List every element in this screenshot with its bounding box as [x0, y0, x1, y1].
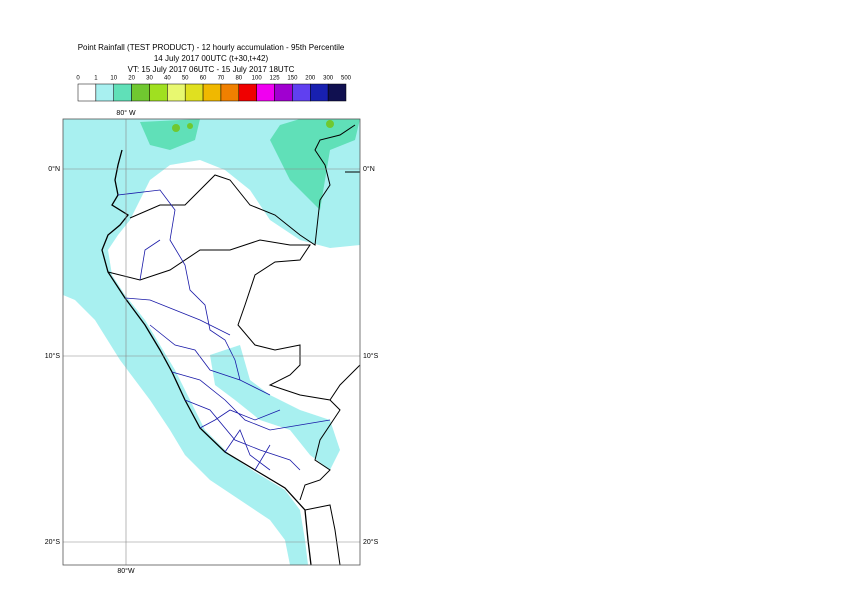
legend-swatch: [167, 83, 186, 102]
rain-area: [140, 119, 200, 150]
title-block: Point Rainfall (TEST PRODUCT) - 12 hourl…: [78, 43, 345, 74]
rain-area: [63, 119, 360, 565]
legend-swatch: [220, 83, 240, 102]
legend-label: 50: [182, 76, 189, 82]
title-line: 14 July 2017 00UTC (t+30,t+42): [154, 54, 269, 63]
lat-label: 10°S: [45, 352, 61, 360]
rain-area: [210, 345, 340, 470]
legend-swatch: [95, 83, 114, 102]
title-line: Point Rainfall (TEST PRODUCT) - 12 hourl…: [78, 43, 345, 52]
legend-label: 60: [200, 76, 207, 82]
map: [62, 118, 361, 566]
legend-label: 100: [252, 76, 263, 82]
legend: 0 1 10 20 30 40 50 60 70 80 100 125 150 200 300 500: [76, 76, 352, 102]
legend-swatch: [184, 83, 204, 102]
lat-labels: 0°N 0°N 10°S 10°S 20°S 20°S: [45, 165, 379, 546]
lon-label: 80°W: [117, 567, 135, 575]
legend-swatch: [292, 83, 311, 102]
legend-swatch: [274, 83, 293, 102]
legend-swatch: [327, 83, 347, 102]
coastline: [101, 149, 312, 566]
legend-label: 150: [287, 76, 298, 82]
legend-label: 40: [164, 76, 171, 82]
legend-label: 10: [110, 76, 117, 82]
rain-area: [326, 120, 334, 128]
rain-area: [270, 119, 360, 210]
legend-label: 300: [323, 76, 334, 82]
legend-label: 200: [305, 76, 316, 82]
graticule: [63, 119, 360, 565]
lat-label: 0°N: [363, 165, 375, 173]
legend-label: 125: [270, 76, 281, 82]
lat-label: 20°S: [45, 538, 61, 546]
lat-label: 20°S: [363, 538, 379, 546]
legend-label: 70: [218, 76, 225, 82]
legend-swatch: [256, 83, 275, 102]
legend-label: 500: [341, 76, 352, 82]
legend-swatch: [238, 83, 257, 102]
rain-area: [172, 124, 180, 132]
legend-label: 1: [94, 76, 98, 82]
legend-swatch: [77, 83, 97, 102]
legend-swatch: [113, 83, 132, 102]
title-line: VT: 15 July 2017 06UTC - 15 July 2017 18…: [128, 65, 295, 74]
legend-label: 80: [235, 76, 242, 82]
legend-label: 20: [128, 76, 135, 82]
legend-swatch: [310, 83, 329, 102]
legend-label: 30: [146, 76, 153, 82]
legend-swatch: [202, 83, 222, 102]
rain-area: [187, 123, 193, 129]
lon-label: 80° W: [116, 109, 136, 117]
legend-label: 0: [76, 76, 80, 82]
lat-label: 10°S: [363, 352, 379, 360]
border: [107, 124, 361, 566]
legend-swatch: [131, 83, 150, 102]
legend-swatch: [149, 83, 168, 102]
map-frame: [62, 118, 361, 566]
lat-label: 0°N: [48, 165, 60, 173]
region-border: [117, 189, 331, 471]
